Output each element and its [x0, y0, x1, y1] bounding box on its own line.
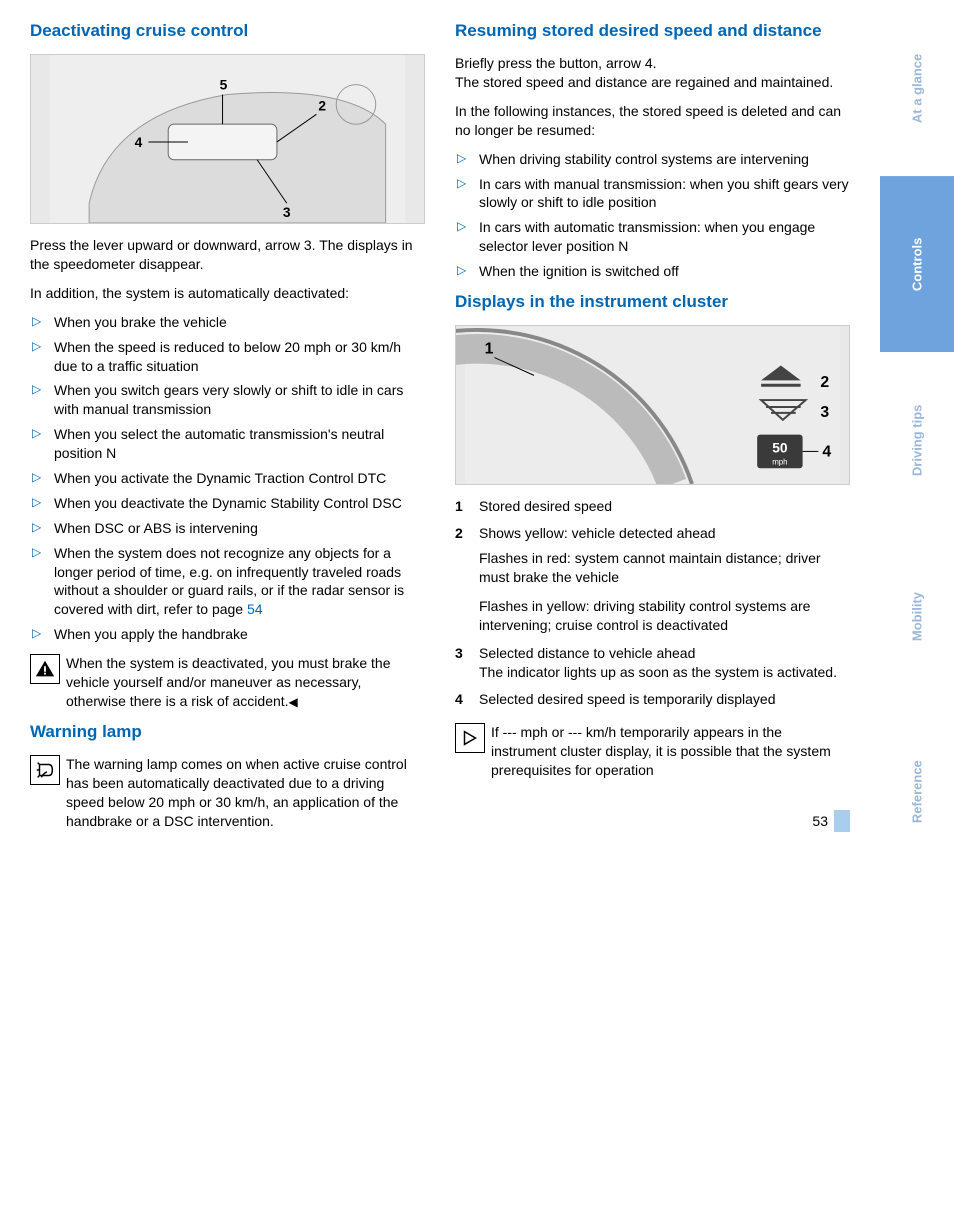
- item-extra: Flashes in yellow: driving stability con…: [479, 597, 850, 635]
- item-number: 3: [455, 644, 463, 663]
- warning-icon: [30, 654, 60, 684]
- list-item: When you activate the Dynamic Traction C…: [30, 469, 425, 488]
- heading-warning-lamp: Warning lamp: [30, 721, 425, 743]
- tab-reference[interactable]: Reference: [880, 704, 954, 880]
- list-item: When you select the automatic transmissi…: [30, 425, 425, 463]
- svg-text:3: 3: [283, 204, 291, 220]
- page-content: Deactivating cruise control 5 4 2 3 Pres…: [0, 0, 880, 880]
- item-number: 4: [455, 690, 463, 709]
- warning-text-wrap: When the system is deactivated, you must…: [66, 654, 425, 711]
- item-number: 2: [455, 524, 463, 543]
- bullet-list: When driving stability control systems a…: [455, 150, 850, 281]
- tab-driving-tips[interactable]: Driving tips: [880, 352, 954, 528]
- list-item: When you brake the vehicle: [30, 313, 425, 332]
- info-text: If --- mph or --- km/h temporarily appea…: [491, 723, 850, 780]
- para: Press the lever upward or downward, arro…: [30, 236, 425, 274]
- list-item: When the ignition is switched off: [455, 262, 850, 281]
- warning-block: When the system is deactivated, you must…: [30, 654, 425, 711]
- list-item: When you apply the handbrake: [30, 625, 425, 644]
- heading-resume: Resuming stored desired speed and distan…: [455, 20, 850, 42]
- list-item: 4 Selected desired speed is temporarily d…: [455, 690, 850, 709]
- page-footer: 53: [455, 810, 850, 832]
- svg-text:2: 2: [318, 97, 326, 113]
- heading-displays: Displays in the instrument cluster: [455, 291, 850, 313]
- item-text: Stored desired speed: [479, 498, 612, 514]
- page-link[interactable]: 54: [247, 601, 263, 617]
- list-item: When the speed is reduced to below 20 mp…: [30, 338, 425, 376]
- svg-text:2: 2: [820, 374, 829, 391]
- list-item: When the system does not recognize any o…: [30, 544, 425, 620]
- list-item: 2 Shows yellow: vehicle detected ahead F…: [455, 524, 850, 634]
- item-text: Selected distance to vehicle ahead: [479, 645, 695, 661]
- list-item: In cars with automatic transmission: whe…: [455, 218, 850, 256]
- svg-text:4: 4: [135, 134, 143, 150]
- lamp-block: The warning lamp comes on when active cr…: [30, 755, 425, 831]
- left-column: Deactivating cruise control 5 4 2 3 Pres…: [30, 20, 425, 840]
- para: In addition, the system is automatically…: [30, 284, 425, 303]
- item-number: 1: [455, 497, 463, 516]
- warning-text: When the system is deactivated, you must…: [66, 655, 391, 709]
- para: In the following instances, the stored s…: [455, 102, 850, 140]
- item-text: Shows yellow: vehicle detected ahead: [479, 525, 716, 541]
- svg-text:5: 5: [220, 77, 228, 93]
- svg-text:1: 1: [485, 341, 494, 358]
- list-item: When you deactivate the Dynamic Stabilit…: [30, 494, 425, 513]
- item-extra: The indicator lights up as soon as the s…: [479, 664, 837, 680]
- list-item: In cars with manual transmission: when y…: [455, 175, 850, 213]
- figure-cluster: 1 2 3 50 mph 4: [455, 325, 850, 485]
- svg-text:50: 50: [772, 439, 788, 455]
- list-item: 1 Stored desired speed: [455, 497, 850, 516]
- info-icon: [455, 723, 485, 753]
- right-column: Resuming stored desired speed and distan…: [455, 20, 850, 840]
- list-item: 3 Selected distance to vehicle ahead The…: [455, 644, 850, 682]
- numbered-list: 1 Stored desired speed 2 Shows yellow: ve…: [455, 497, 850, 709]
- svg-text:mph: mph: [772, 457, 787, 466]
- lamp-text: The warning lamp comes on when active cr…: [66, 755, 425, 831]
- tab-at-a-glance[interactable]: At a glance: [880, 0, 954, 176]
- text: When the system does not recognize any o…: [54, 545, 404, 618]
- info-block: If --- mph or --- km/h temporarily appea…: [455, 723, 850, 780]
- end-marker: ◀: [289, 695, 298, 709]
- figure-lever: 5 4 2 3: [30, 54, 425, 224]
- list-item: When driving stability control systems a…: [455, 150, 850, 169]
- item-extra: Flashes in red: system cannot maintain d…: [479, 549, 850, 587]
- page-number: 53: [812, 813, 828, 829]
- svg-text:4: 4: [822, 443, 831, 460]
- para: Briefly press the button, arrow 4. The s…: [455, 54, 850, 92]
- tab-controls[interactable]: Controls: [880, 176, 954, 352]
- sidebar-tabs: At a glance Controls Driving tips Mobili…: [880, 0, 954, 880]
- item-text: Selected desired speed is temporarily di…: [479, 691, 776, 707]
- heading-deactivate: Deactivating cruise control: [30, 20, 425, 42]
- bullet-list: When you brake the vehicle When the spee…: [30, 313, 425, 644]
- list-item: When you switch gears very slowly or shi…: [30, 381, 425, 419]
- tab-mobility[interactable]: Mobility: [880, 528, 954, 704]
- text: Press the lever upward or downward, arro…: [30, 237, 413, 272]
- page-bar: [834, 810, 850, 832]
- lamp-icon: [30, 755, 60, 785]
- svg-text:3: 3: [820, 404, 829, 421]
- list-item: When DSC or ABS is intervening: [30, 519, 425, 538]
